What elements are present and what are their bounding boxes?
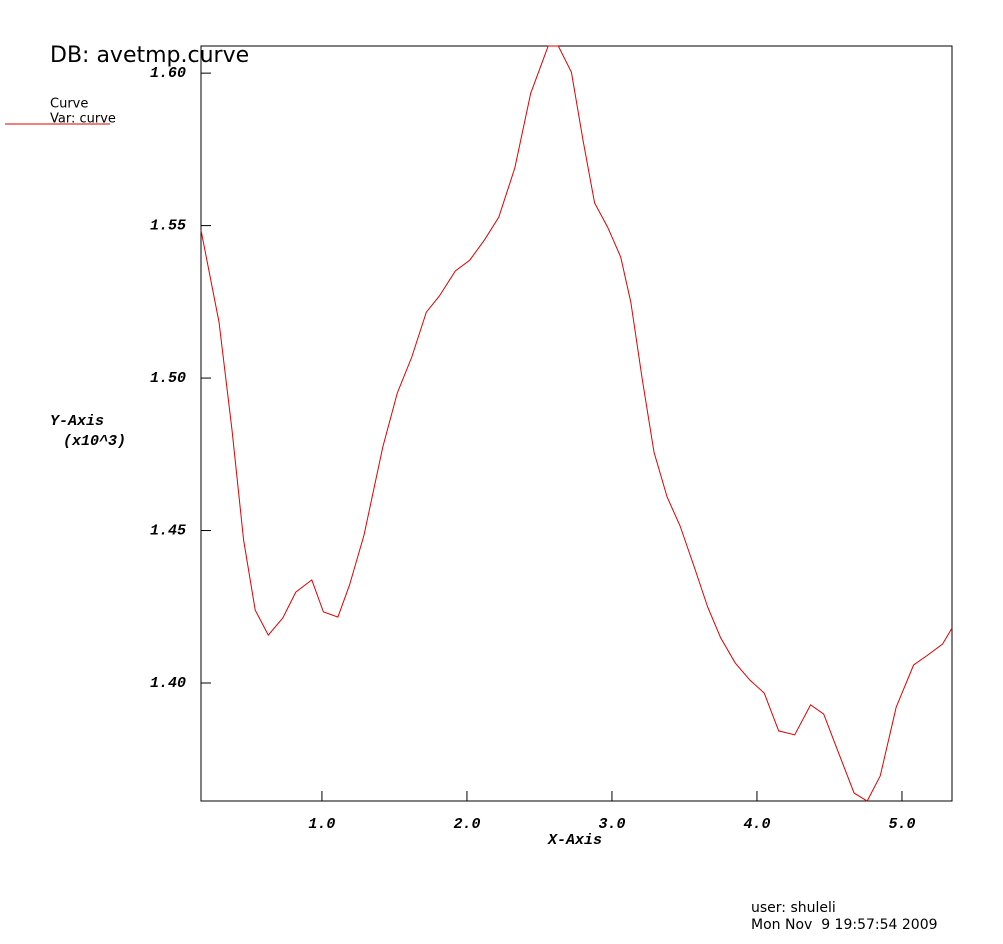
legend-label: Var: curve [50, 112, 116, 127]
y-tick-label: 1.45 [150, 522, 186, 539]
x-tick-label: 2.0 [453, 816, 480, 833]
user-label: user: shuleli [751, 900, 836, 916]
timestamp: Mon Nov 9 19:57:54 2009 [751, 917, 938, 933]
legend-title: Curve [50, 97, 88, 112]
x-tick-label: 5.0 [888, 816, 915, 833]
x-tick-label: 3.0 [598, 816, 625, 833]
data-line [200, 45, 953, 802]
y-tick-label: 1.40 [150, 675, 186, 692]
y-axis-label: Y-Axis [50, 413, 104, 430]
x-axis-label: X-Axis [547, 832, 602, 849]
plot-frame [200, 45, 953, 802]
chart-title: DB: avetmp.curve [50, 43, 249, 68]
x-tick-label: 1.0 [308, 816, 335, 833]
y-tick-label: 1.60 [150, 65, 186, 82]
y-tick-label: 1.55 [150, 218, 186, 235]
y-tick-label: 1.50 [150, 370, 186, 387]
y-axis-unit: (x10^3) [63, 433, 126, 450]
x-tick-label: 4.0 [743, 816, 770, 833]
